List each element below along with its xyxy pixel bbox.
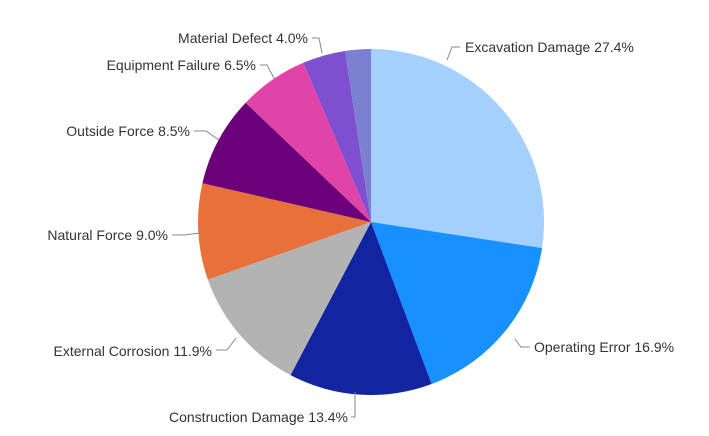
slice-label-operating-error: Operating Error 16.9% [534, 339, 674, 355]
slice-label-external-corrosion: External Corrosion 11.9% [54, 343, 212, 359]
pie-slice-material-defect[interactable] [303, 50, 371, 223]
pie-slice-outside-force[interactable] [202, 102, 371, 222]
leader-line-material-defect [312, 37, 323, 54]
leader-line-equipment-failure [260, 64, 276, 81]
slice-label-excavation-damage: Excavation Damage 27.4% [465, 39, 634, 55]
pie-slice-construction-damage[interactable] [290, 222, 432, 395]
pie-slice-natural-force[interactable] [198, 183, 371, 280]
slice-label-natural-force: Natural Force 9.0% [47, 227, 168, 243]
pie-slice-excavation-damage[interactable] [371, 48, 545, 248]
pie-slice-external-corrosion[interactable] [207, 222, 371, 376]
slice-label-construction-damage: Construction Damage 13.4% [169, 409, 348, 425]
label-leaders [172, 37, 530, 418]
slice-label-material-defect: Material Defect 4.0% [178, 30, 308, 46]
pie-slice-other[interactable] [345, 49, 371, 222]
slice-label-outside-force: Outside Force 8.5% [66, 123, 190, 139]
pie-slice-operating-error[interactable] [371, 222, 543, 385]
leader-line-natural-force [172, 232, 201, 236]
slice-label-equipment-failure: Equipment Failure 6.5% [107, 57, 256, 73]
pie-slices [198, 48, 545, 395]
leader-line-external-corrosion [216, 337, 237, 351]
pie-slice-equipment-failure[interactable] [245, 62, 371, 222]
leader-line-operating-error [514, 338, 530, 348]
leader-line-construction-damage [351, 392, 356, 418]
leader-line-excavation-damage [446, 46, 460, 61]
leader-line-outside-force [194, 130, 220, 141]
slice-labels: Excavation Damage 27.4% Operating Error 1… [47, 30, 674, 425]
